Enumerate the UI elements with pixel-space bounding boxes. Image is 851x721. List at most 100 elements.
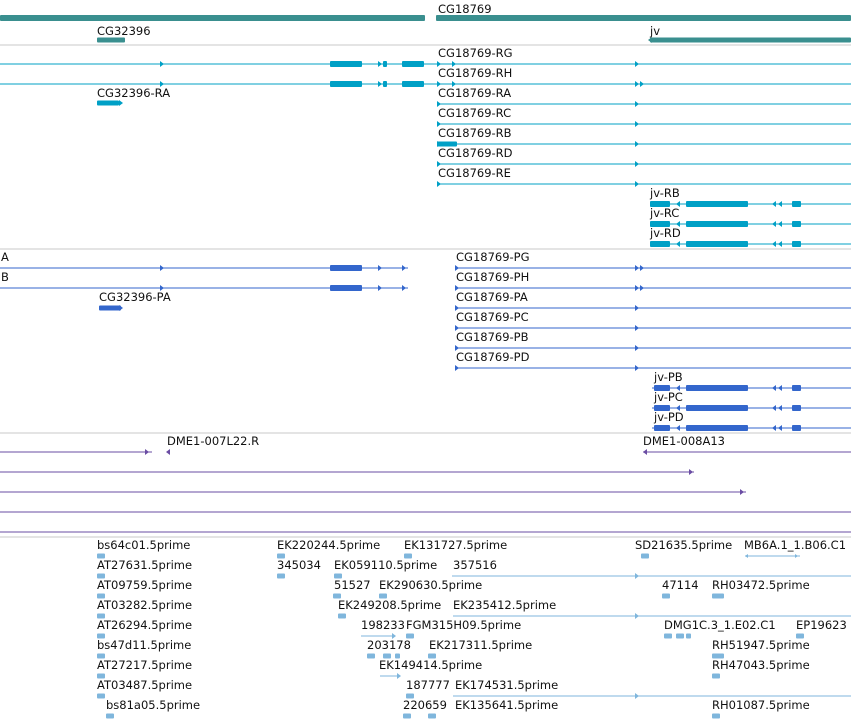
feature-label[interactable]: DME1-007L22.R — [167, 434, 260, 448]
feature-label[interactable]: CG18769-PB — [456, 330, 529, 344]
feature-label[interactable]: CG18769 — [438, 2, 492, 16]
est-feature — [106, 713, 114, 719]
feature-label[interactable]: AT03282.5prime — [97, 598, 193, 612]
feature-label[interactable]: 51527 — [334, 578, 371, 592]
feature-label[interactable]: EK249208.5prime — [338, 598, 442, 612]
feature-label[interactable]: CG18769-RE — [438, 166, 511, 180]
exon — [686, 201, 748, 207]
feature-label[interactable]: CG18769-PD — [456, 350, 530, 364]
clone-end-arrow — [166, 449, 170, 455]
strand-arrow — [778, 201, 782, 207]
est-feature — [367, 653, 375, 659]
strand-arrow — [778, 241, 782, 247]
feature-label[interactable]: AT27217.5prime — [97, 658, 193, 672]
feature-label[interactable]: EK220244.5prime — [277, 538, 381, 552]
exon — [330, 81, 362, 87]
strand-arrow — [676, 405, 680, 411]
feature-label[interactable]: 47114 — [662, 578, 699, 592]
feature-label[interactable]: EK131727.5prime — [404, 538, 508, 552]
feature-label[interactable]: EK235412.5prime — [453, 598, 557, 612]
feature-label[interactable]: B — [1, 270, 9, 284]
feature-label[interactable]: 187777 — [406, 678, 450, 692]
feature-label[interactable]: CG32396 — [97, 24, 151, 38]
est-arrow — [635, 573, 639, 579]
est-feature — [712, 653, 724, 659]
est-feature — [712, 673, 720, 679]
feature-label[interactable]: AT27631.5prime — [97, 558, 193, 572]
feature-label[interactable]: bs64c01.5prime — [97, 538, 191, 552]
feature-label[interactable]: jv-PB — [654, 370, 683, 384]
feature-label[interactable]: RH51947.5prime — [712, 638, 810, 652]
strand-arrow — [772, 201, 776, 207]
feature-label[interactable]: AT09759.5prime — [97, 578, 193, 592]
exon — [650, 201, 670, 207]
feature-label[interactable]: 345034 — [277, 558, 321, 572]
feature-label[interactable]: CG18769-RD — [438, 146, 513, 160]
feature-label[interactable]: RH01087.5prime — [712, 698, 810, 712]
feature-label[interactable]: CG18769-PG — [456, 250, 530, 264]
feature-label[interactable]: 357516 — [453, 558, 497, 572]
est-feature — [97, 693, 105, 699]
feature-label[interactable]: AT26294.5prime — [97, 618, 193, 632]
feature-label[interactable]: 203178 — [367, 638, 411, 652]
feature-label[interactable]: A — [1, 250, 9, 264]
exon — [654, 425, 670, 431]
feature-label[interactable]: CG32396-RA — [97, 86, 171, 100]
strand-arrow — [160, 61, 164, 67]
feature-label[interactable]: jv-RB — [650, 186, 680, 200]
feature-label[interactable]: CG18769-PH — [456, 270, 530, 284]
feature-label[interactable]: EK174531.5prime — [455, 678, 559, 692]
feature-label[interactable]: CG18769-PC — [456, 310, 529, 324]
exon — [686, 425, 748, 431]
exon — [330, 265, 362, 271]
feature-label[interactable]: SD21635.5prime — [635, 538, 733, 552]
feature-label[interactable]: CG18769-RA — [438, 86, 512, 100]
strand-arrow — [635, 365, 639, 371]
feature-label[interactable]: CG32396-PA — [99, 290, 171, 304]
feature-label[interactable]: EK217311.5prime — [429, 638, 533, 652]
feature-label[interactable]: AT03487.5prime — [97, 678, 193, 692]
feature-label[interactable]: 220659 — [403, 698, 447, 712]
feature-label[interactable]: CG18769-RB — [438, 126, 512, 140]
strand-arrow — [635, 265, 639, 271]
feature-label[interactable]: EK149414.5prime — [379, 658, 483, 672]
strand-arrow — [635, 345, 639, 351]
feature-label[interactable]: EK290630.5prime — [379, 578, 483, 592]
strand-arrow — [676, 241, 680, 247]
feature-label[interactable]: jv — [650, 24, 661, 38]
feature-label[interactable]: EK135641.5prime — [455, 698, 559, 712]
feature-label[interactable]: FGM315H09.5prime — [406, 618, 522, 632]
strand-arrow — [778, 405, 782, 411]
est-feature — [97, 633, 105, 639]
feature-label[interactable]: RH47043.5prime — [712, 658, 810, 672]
exon — [383, 81, 387, 87]
est-feature — [676, 633, 684, 639]
feature-label[interactable]: jv-PC — [654, 390, 683, 404]
est-arrow — [392, 633, 396, 639]
feature-label[interactable]: jv-PD — [654, 410, 684, 424]
feature-label[interactable]: RH03472.5prime — [712, 578, 810, 592]
feature-label[interactable]: CG18769-PA — [456, 290, 528, 304]
strand-arrow — [437, 181, 441, 187]
est-feature — [664, 633, 672, 639]
feature-label[interactable]: EK059110.5prime — [334, 558, 438, 572]
feature-label[interactable]: EP19623 — [796, 618, 847, 632]
feature-label[interactable]: DME1-008A13 — [643, 434, 725, 448]
gene-bar — [650, 37, 851, 43]
feature-label[interactable]: jv-RD — [650, 226, 681, 240]
strand-arrow — [635, 181, 639, 187]
strand-arrow — [437, 61, 441, 67]
exon — [383, 61, 387, 67]
feature-label[interactable]: CG18769-RG — [438, 46, 513, 60]
feature-label[interactable]: MB6A.1_1.B06.C1 — [744, 538, 847, 552]
strand-arrow — [402, 285, 406, 291]
feature-label[interactable]: CG18769-RH — [438, 66, 513, 80]
feature-label[interactable]: bs81a05.5prime — [106, 698, 201, 712]
feature-label[interactable]: jv-RC — [650, 206, 680, 220]
feature-label[interactable]: DMG1C.3_1.E02.C1 — [664, 618, 776, 632]
feature-label[interactable]: 198233 — [361, 618, 405, 632]
strand-arrow — [378, 285, 382, 291]
feature-label[interactable]: bs47d11.5prime — [97, 638, 192, 652]
feature-label[interactable]: CG18769-RC — [438, 106, 512, 120]
